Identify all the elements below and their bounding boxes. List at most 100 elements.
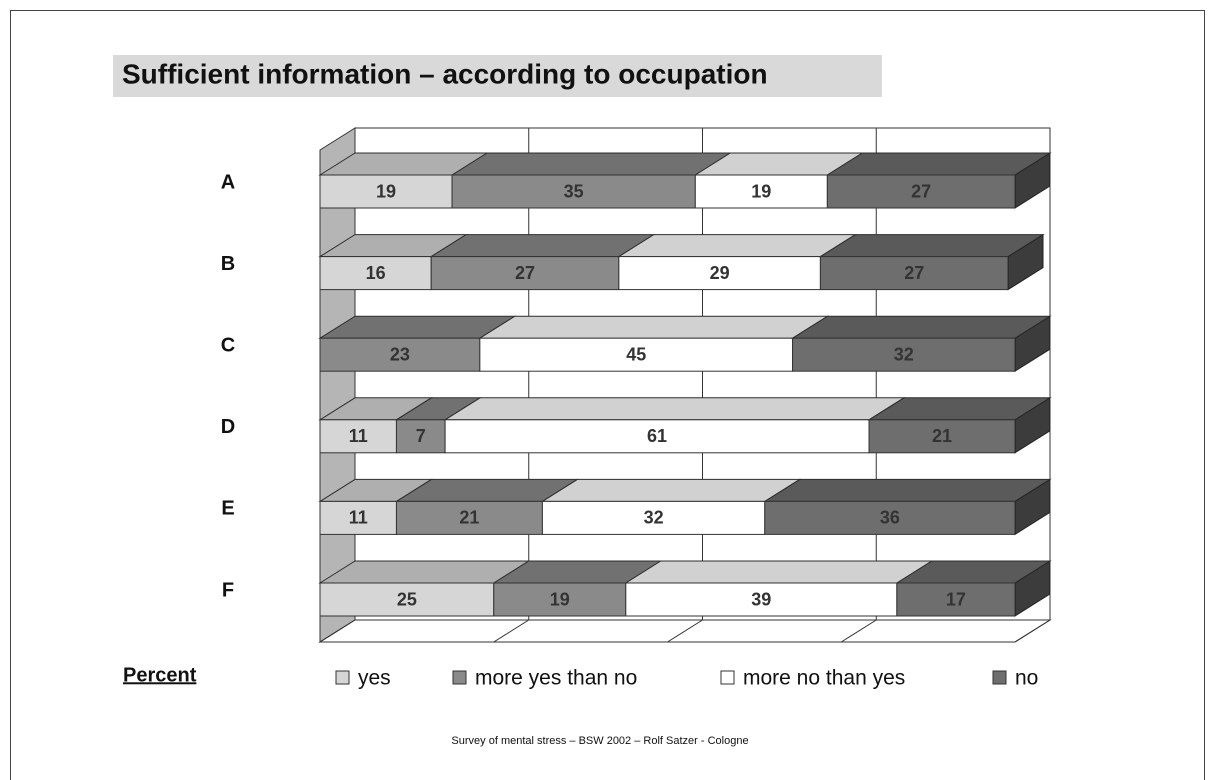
- data-label: 36: [880, 508, 900, 528]
- data-label: 19: [751, 181, 771, 201]
- bar: [764, 500, 1016, 535]
- chart-title: Sufficient information – according to oc…: [122, 58, 768, 89]
- bar-top-shade: [764, 479, 1050, 502]
- legend-swatch: [720, 670, 735, 685]
- data-label: 11: [349, 508, 368, 528]
- bar-top-shade: [320, 316, 515, 339]
- data-label: 21: [932, 426, 952, 446]
- data-label: 21: [459, 508, 479, 528]
- data-label: 32: [644, 508, 664, 528]
- bar: [319, 174, 453, 209]
- data-label: 17: [946, 589, 966, 609]
- y-tick-label: D: [221, 416, 235, 438]
- footer: Survey of mental stress – BSW 2002 – Rol…: [451, 735, 748, 747]
- floor-grid-line: [319, 619, 356, 643]
- bar-top-shade: [820, 234, 1044, 257]
- bar: [625, 582, 898, 617]
- data-label: 11: [349, 426, 368, 446]
- floor-grid-line: [840, 619, 877, 643]
- data-label: 32: [894, 344, 914, 364]
- bar-end-shade: [1015, 479, 1050, 535]
- floor-grid-line: [1014, 619, 1051, 643]
- legend-label: more no than yes: [743, 667, 905, 690]
- bar: [618, 256, 821, 291]
- legend-label: no: [1015, 667, 1038, 690]
- bar-end: [1014, 315, 1051, 373]
- bar: [694, 174, 828, 209]
- bar-end: [1014, 478, 1051, 536]
- bar-top-shade: [320, 479, 432, 502]
- data-label: 19: [550, 589, 570, 609]
- bar-end: [1014, 152, 1051, 209]
- bar-top-shade: [320, 561, 529, 583]
- bar-top-shade: [695, 153, 863, 175]
- bar: [319, 419, 397, 454]
- bar-end-shade: [1015, 153, 1050, 208]
- bar-end-shade: [1015, 316, 1050, 372]
- y-tick-label: E: [221, 498, 234, 520]
- data-label: 25: [397, 589, 417, 609]
- bar-top-shade: [896, 561, 1050, 583]
- bar: [896, 582, 1016, 617]
- bar-top-shade: [479, 316, 828, 339]
- data-label: 23: [390, 344, 410, 364]
- data-label: 35: [564, 181, 584, 201]
- bar-end: [1014, 560, 1051, 617]
- title-box: [113, 55, 882, 97]
- legend-label: yes: [358, 667, 391, 690]
- bar: [792, 337, 1016, 372]
- bar-top-shade: [493, 561, 661, 583]
- y-tick-label: C: [221, 334, 235, 356]
- bar: [493, 582, 627, 617]
- bar: [479, 337, 794, 372]
- bar: [395, 500, 543, 535]
- data-label: 45: [626, 344, 646, 364]
- bar-end: [1007, 233, 1044, 291]
- data-label: 16: [366, 263, 386, 283]
- floor-grid-line: [667, 619, 703, 643]
- bar: [819, 256, 1009, 291]
- legend-swatch: [452, 670, 467, 685]
- data-label: 61: [647, 426, 667, 446]
- data-label: 39: [751, 589, 771, 609]
- bar-top-shade: [445, 397, 905, 420]
- y-tick-label: B: [221, 253, 235, 275]
- data-label: 7: [416, 426, 426, 446]
- bar: [451, 174, 696, 209]
- bar-top-shade: [625, 561, 932, 583]
- legend-swatch: [335, 670, 350, 685]
- bar-top-shade: [827, 153, 1050, 175]
- data-label: 29: [710, 263, 730, 283]
- data-label: 27: [515, 263, 535, 283]
- legend-label: more yes than no: [475, 667, 637, 690]
- bar-top-shade: [320, 397, 432, 420]
- data-label: 27: [911, 181, 931, 201]
- bar-top-shade: [792, 316, 1050, 339]
- legend-swatch: [992, 670, 1007, 685]
- data-label: 19: [376, 181, 396, 201]
- bar: [541, 500, 766, 535]
- bar-end-shade: [1015, 397, 1050, 453]
- bar-top-shade: [452, 153, 731, 175]
- bar: [430, 256, 620, 291]
- floor-grid-line: [493, 619, 530, 643]
- bar: [319, 500, 397, 535]
- bar: [319, 256, 432, 291]
- bar: [319, 337, 481, 372]
- bar-top-shade: [542, 479, 800, 502]
- bar-top-shade: [396, 397, 481, 420]
- bar-top-shade: [431, 234, 654, 257]
- bar-end-shade: [1008, 234, 1044, 290]
- bar-top-shade: [618, 234, 856, 257]
- bar: [826, 174, 1016, 209]
- y-tick-label: A: [221, 171, 235, 193]
- data-label: 27: [904, 263, 924, 283]
- bar: [319, 582, 495, 617]
- bar-end-shade: [1015, 561, 1050, 616]
- bar-top-shade: [869, 397, 1050, 420]
- y-tick-label: F: [222, 579, 234, 601]
- legend-title: Percent: [123, 664, 197, 686]
- bar-end: [1014, 396, 1051, 454]
- bar-top-shade: [320, 234, 467, 257]
